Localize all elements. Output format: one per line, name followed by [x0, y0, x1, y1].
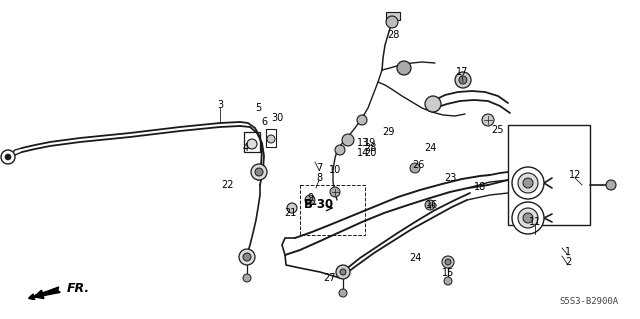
- Circle shape: [523, 178, 533, 188]
- Circle shape: [512, 167, 544, 199]
- Bar: [386, 12, 400, 20]
- Text: 16: 16: [426, 200, 438, 210]
- Text: 28: 28: [364, 143, 376, 153]
- Circle shape: [482, 114, 494, 126]
- Circle shape: [444, 277, 452, 285]
- Text: 20: 20: [364, 148, 376, 158]
- Text: 15: 15: [442, 268, 454, 278]
- Circle shape: [606, 180, 616, 190]
- Text: 14: 14: [357, 148, 369, 158]
- Text: 30: 30: [271, 113, 283, 123]
- Text: 1: 1: [565, 247, 571, 257]
- Text: 4: 4: [243, 143, 249, 153]
- Text: 26: 26: [412, 160, 424, 170]
- Circle shape: [239, 249, 255, 265]
- Circle shape: [255, 168, 263, 176]
- Text: 10: 10: [329, 165, 341, 175]
- Circle shape: [425, 200, 435, 210]
- Circle shape: [459, 76, 467, 84]
- Circle shape: [445, 259, 451, 265]
- Bar: [508, 125, 590, 225]
- Text: 6: 6: [261, 117, 267, 127]
- Circle shape: [386, 16, 398, 28]
- Circle shape: [339, 289, 347, 297]
- Circle shape: [330, 187, 340, 197]
- Circle shape: [397, 61, 411, 75]
- Circle shape: [335, 145, 345, 155]
- Text: 25: 25: [492, 125, 504, 135]
- Text: FR.: FR.: [67, 283, 90, 295]
- Text: 11: 11: [529, 217, 541, 227]
- Text: 2: 2: [565, 257, 571, 267]
- Text: 19: 19: [364, 138, 376, 148]
- Circle shape: [340, 269, 346, 275]
- Circle shape: [410, 163, 420, 173]
- Text: S5S3-B2900A: S5S3-B2900A: [559, 298, 618, 307]
- Text: 27: 27: [324, 273, 336, 283]
- Circle shape: [357, 115, 367, 125]
- Circle shape: [247, 139, 257, 149]
- Circle shape: [243, 253, 251, 261]
- Text: 29: 29: [382, 127, 394, 137]
- Circle shape: [243, 274, 251, 282]
- Circle shape: [523, 213, 533, 223]
- Circle shape: [518, 173, 538, 193]
- Bar: [244, 132, 260, 152]
- Bar: [266, 129, 276, 147]
- Circle shape: [425, 96, 441, 112]
- Text: 24: 24: [409, 253, 421, 263]
- Text: B-30: B-30: [304, 198, 334, 211]
- Text: 21: 21: [284, 208, 296, 218]
- Text: 8: 8: [316, 173, 322, 183]
- Circle shape: [305, 195, 315, 205]
- Circle shape: [1, 150, 15, 164]
- Circle shape: [518, 208, 538, 228]
- Circle shape: [5, 154, 11, 160]
- Text: 18: 18: [474, 182, 486, 192]
- Text: 17: 17: [456, 67, 468, 77]
- Circle shape: [251, 164, 267, 180]
- Text: 3: 3: [217, 100, 223, 110]
- Text: 23: 23: [444, 173, 456, 183]
- Circle shape: [336, 265, 350, 279]
- Text: 13: 13: [357, 138, 369, 148]
- Text: 7: 7: [316, 163, 322, 173]
- Text: 22: 22: [221, 180, 234, 190]
- Circle shape: [512, 202, 544, 234]
- Text: 28: 28: [387, 30, 399, 40]
- Circle shape: [287, 203, 297, 213]
- Text: 9: 9: [307, 193, 313, 203]
- Text: 12: 12: [569, 170, 581, 180]
- Text: 24: 24: [424, 143, 436, 153]
- Circle shape: [442, 256, 454, 268]
- Bar: [300, 185, 365, 235]
- Text: 5: 5: [255, 103, 261, 113]
- Circle shape: [342, 134, 354, 146]
- Circle shape: [455, 72, 471, 88]
- Circle shape: [267, 135, 275, 143]
